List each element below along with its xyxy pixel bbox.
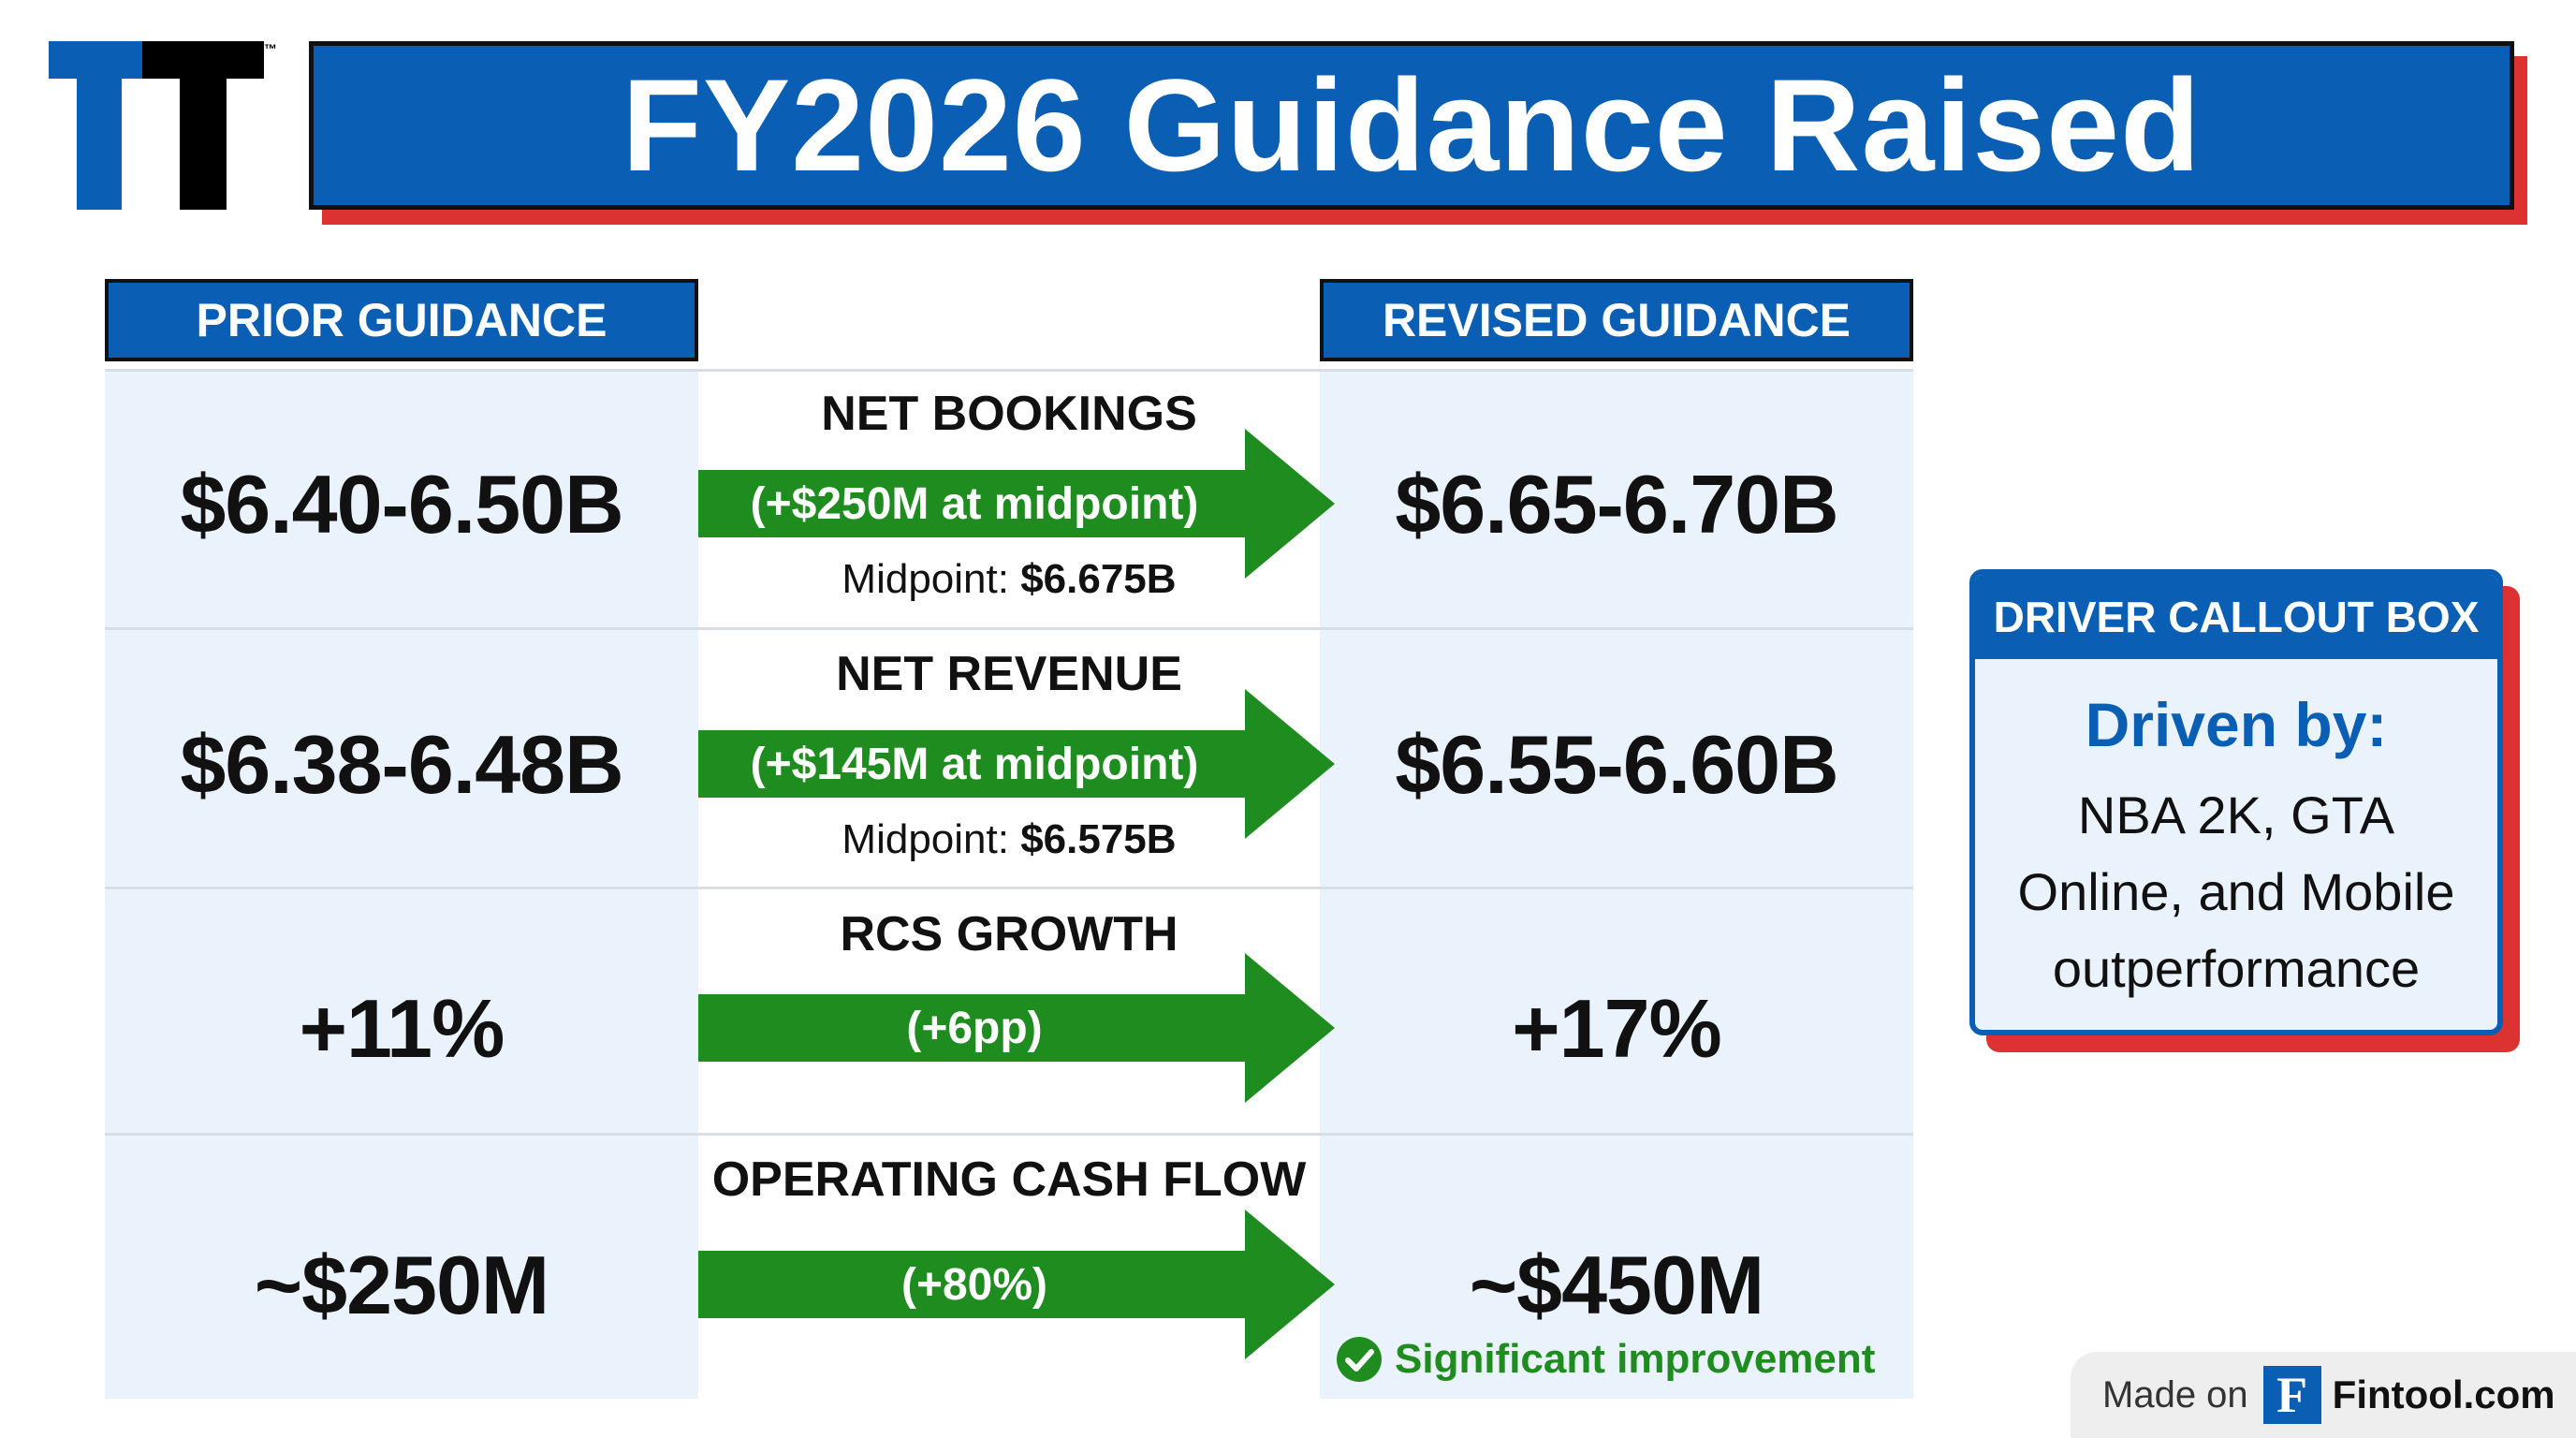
metric-title-net-revenue: NET REVENUE: [836, 647, 1182, 701]
change-arrow-net-bookings: (+$250M at midpoint): [698, 429, 1335, 579]
change-arrow-operating-cash-flow: (+80%): [698, 1210, 1335, 1359]
improvement-note: Significant improvement: [1335, 1333, 1875, 1386]
fintool-logo-icon: F: [2262, 1366, 2321, 1424]
revised-value-rcs-growth: +17%: [1512, 982, 1722, 1075]
callout-body-line: outperformance: [2052, 939, 2421, 998]
change-arrow-rcs-growth: (+6pp): [698, 953, 1335, 1103]
arrow-right-icon: [698, 953, 1335, 1103]
change-label-rcs-growth: (+6pp): [906, 1003, 1043, 1053]
prior-guidance-header: PRIOR GUIDANCE: [105, 279, 698, 361]
metric-title-rcs-growth: RCS GROWTH: [840, 907, 1178, 961]
check-circle-icon: [1337, 1337, 1382, 1382]
metric-title-operating-cash-flow: OPERATING CASH FLOW: [711, 1152, 1307, 1207]
callout-lead: Driven by:: [2085, 690, 2388, 759]
revised-value-net-bookings: $6.65-6.70B: [1395, 458, 1838, 550]
change-arrow-net-revenue: (+$145M at midpoint): [698, 689, 1335, 839]
trademark-symbol: ™: [264, 41, 277, 56]
page-title: FY2026 Guidance Raised: [309, 41, 2514, 210]
change-label-net-bookings: (+$250M at midpoint): [750, 478, 1199, 529]
prior-column-panel: [105, 371, 698, 1399]
prior-value-net-revenue: $6.38-6.48B: [180, 718, 623, 811]
revised-guidance-header: REVISED GUIDANCE: [1320, 279, 1913, 361]
revised-value-net-revenue: $6.55-6.60B: [1395, 718, 1838, 811]
fintool-brand-link[interactable]: Fintool.com: [2332, 1372, 2555, 1416]
change-label-operating-cash-flow: (+80%): [900, 1259, 1048, 1310]
midpoint-net-revenue: Midpoint: $6.575B: [842, 816, 1177, 862]
arrow-right-icon: [698, 689, 1335, 839]
driver-callout-box: DRIVER CALLOUT BOX Driven by: NBA 2K, GT…: [1969, 569, 2503, 1035]
callout-body: NBA 2K, GTA Online, and Mobile outperfor…: [1990, 777, 2482, 1007]
callout-header: DRIVER CALLOUT BOX: [1975, 575, 2497, 659]
midpoint-net-bookings: Midpoint: $6.675B: [842, 556, 1177, 602]
change-label-net-revenue: (+$145M at midpoint): [750, 739, 1199, 789]
row-divider: [105, 887, 1913, 889]
made-on-fintool-badge[interactable]: Made on F Fintool.com: [2071, 1352, 2576, 1438]
improvement-note-text: Significant improvement: [1395, 1336, 1876, 1382]
metric-title-net-bookings: NET BOOKINGS: [821, 387, 1197, 441]
company-logo: [49, 41, 264, 210]
row-divider: [105, 627, 1913, 630]
prior-value-operating-cash-flow: ~$250M: [254, 1239, 549, 1331]
arrow-right-icon: [698, 1210, 1335, 1359]
arrow-right-icon: [698, 429, 1335, 579]
callout-body-line: Online, and Mobile: [2017, 862, 2455, 921]
row-divider: [105, 1133, 1913, 1136]
prior-value-rcs-growth: +11%: [299, 982, 505, 1075]
revised-column-panel: [1320, 371, 1913, 1399]
made-on-label: Made on: [2102, 1373, 2248, 1416]
prior-value-net-bookings: $6.40-6.50B: [180, 458, 623, 550]
row-divider: [105, 369, 1913, 372]
callout-body-line: NBA 2K, GTA: [2077, 785, 2395, 844]
revised-value-operating-cash-flow: ~$450M: [1469, 1239, 1764, 1331]
